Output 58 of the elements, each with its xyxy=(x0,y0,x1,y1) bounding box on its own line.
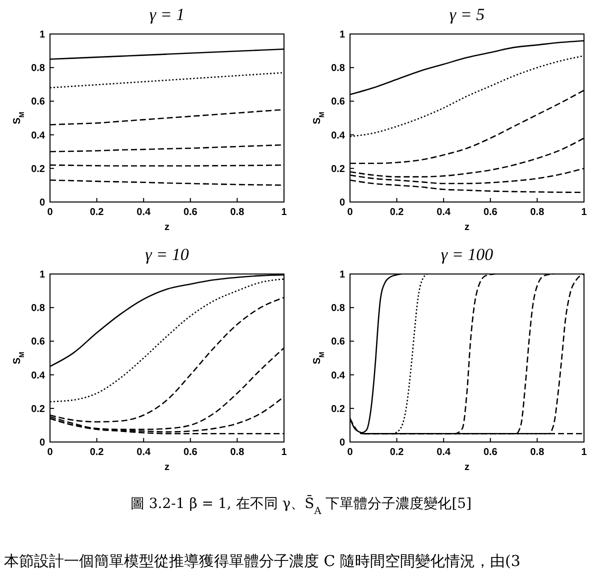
x-axis-title: z xyxy=(164,462,170,473)
x-tick-label: 0.4 xyxy=(136,207,151,218)
x-tick-label: 0.4 xyxy=(436,447,451,458)
y-tick-label: 0.2 xyxy=(331,404,346,415)
y-tick-label: 0 xyxy=(39,438,46,448)
x-tick-label: 0 xyxy=(47,447,54,458)
x-tick-label: 1 xyxy=(581,447,588,458)
y-tick-label: 0.2 xyxy=(31,164,46,175)
x-tick-label: 0.4 xyxy=(136,447,151,458)
y-tick-label: 0.6 xyxy=(331,96,346,108)
y-tick-label: 1 xyxy=(339,270,346,280)
x-tick-label: 0.2 xyxy=(90,207,104,218)
y-tick-label: 0 xyxy=(339,198,346,208)
chart-title: γ = 1 xyxy=(149,5,185,24)
x-axis-title: z xyxy=(464,222,470,233)
caption: 圖 3.2-1 β = 1, 在不同 γ、S̄$_{A}$ 下單體分子濃度變化[5] xyxy=(130,494,472,516)
y-tick-label: 0.4 xyxy=(331,370,346,382)
x-tick-label: 0.8 xyxy=(230,447,245,458)
y-tick-label: 0.8 xyxy=(31,303,46,314)
x-tick-label: 0.6 xyxy=(483,207,498,218)
x-tick-label: 0.2 xyxy=(390,447,404,458)
y-tick-label: 0.8 xyxy=(31,63,46,74)
y-tick-label: 0.2 xyxy=(31,404,46,415)
y-tick-label: 0 xyxy=(339,438,346,448)
y-tick-label: 0.6 xyxy=(31,96,46,108)
x-tick-label: 0 xyxy=(347,447,354,458)
x-tick-label: 0.8 xyxy=(530,447,545,458)
chart-title: γ = 100 xyxy=(440,245,494,264)
y-tick-label: 1 xyxy=(39,270,46,280)
chart-title: γ = 5 xyxy=(449,5,485,24)
y-tick-label: 1 xyxy=(39,30,46,40)
text: 本節設計一個簡單模型從推導獲得單體分子濃度 C 隨時間空間變化情況，由(3 xyxy=(4,552,520,570)
y-tick-label: 0.6 xyxy=(31,336,46,348)
y-tick-label: 0.6 xyxy=(331,336,346,348)
x-tick-label: 0 xyxy=(347,207,354,218)
y-tick-label: 1 xyxy=(339,30,346,40)
x-tick-label: 0.8 xyxy=(530,207,545,218)
x-tick-label: 0.2 xyxy=(390,207,404,218)
x-tick-label: 0.8 xyxy=(230,207,245,218)
x-tick-label: 0.4 xyxy=(436,207,451,218)
x-tick-label: 1 xyxy=(281,447,288,458)
x-axis-title: z xyxy=(464,462,470,473)
y-tick-label: 0 xyxy=(39,198,46,208)
y-tick-label: 0.4 xyxy=(31,370,46,382)
x-tick-label: 1 xyxy=(281,207,288,218)
x-axis-title: z xyxy=(164,222,170,233)
x-tick-label: 0.2 xyxy=(90,447,104,458)
y-tick-label: 0.4 xyxy=(331,130,346,142)
y-tick-label: 0.2 xyxy=(331,164,346,175)
x-tick-label: 0.6 xyxy=(183,447,198,458)
y-tick-label: 0.8 xyxy=(331,303,346,314)
y-tick-label: 0.8 xyxy=(331,63,346,74)
y-tick-label: 0.4 xyxy=(31,130,46,142)
x-tick-label: 1 xyxy=(581,207,588,218)
x-tick-label: 0 xyxy=(47,207,54,218)
x-tick-label: 0.6 xyxy=(483,447,498,458)
chart-title: γ = 10 xyxy=(145,245,190,264)
x-tick-label: 0.6 xyxy=(183,207,198,218)
